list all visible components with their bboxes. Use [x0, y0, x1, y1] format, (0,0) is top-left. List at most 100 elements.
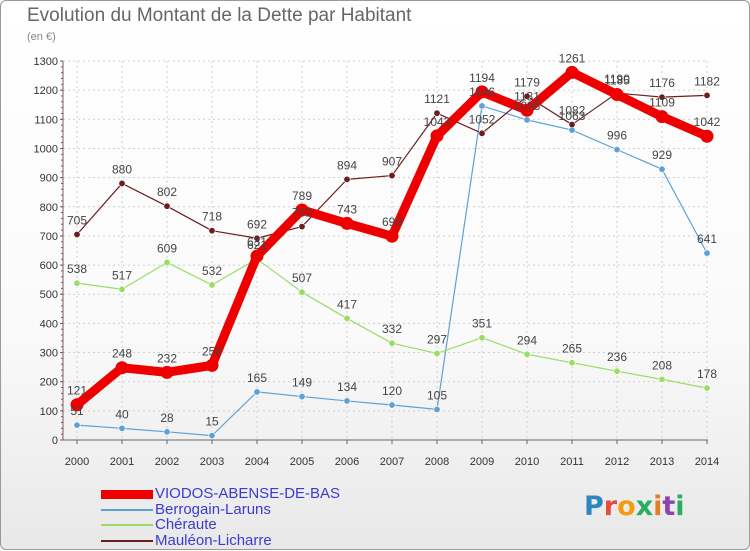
data-label: 996 [607, 129, 627, 143]
data-label: 507 [292, 271, 312, 285]
data-label: 1261 [559, 51, 586, 65]
data-point [163, 202, 171, 210]
data-label: 1042 [694, 115, 721, 129]
data-point [700, 129, 714, 143]
x-tick-label: 2000 [65, 456, 89, 468]
data-label: 28 [160, 411, 174, 425]
x-tick-label: 2006 [335, 456, 359, 468]
data-point [118, 179, 126, 187]
x-tick-label: 2007 [380, 456, 404, 468]
y-tick-label: 1100 [34, 114, 58, 126]
data-point [208, 281, 216, 289]
data-label: 134 [337, 380, 357, 394]
data-point [475, 85, 489, 99]
data-point [388, 172, 396, 180]
data-point [610, 88, 624, 102]
data-point [703, 384, 711, 392]
chart-title: Evolution du Montant de la Dette par Hab… [27, 5, 412, 26]
data-point [655, 110, 669, 124]
data-label: 699 [382, 215, 402, 229]
data-point [253, 388, 261, 396]
data-label: 351 [472, 317, 492, 331]
data-point [613, 146, 621, 154]
x-tick-label: 2014 [695, 456, 719, 468]
data-label: 165 [247, 371, 267, 385]
logo-letter: x [635, 491, 654, 522]
data-label: 332 [382, 322, 402, 336]
x-tick-label: 2013 [650, 456, 674, 468]
data-label: 256 [202, 344, 222, 358]
data-point [208, 432, 216, 440]
x-tick-label: 2012 [605, 456, 629, 468]
data-point [73, 421, 81, 429]
data-label: 880 [112, 162, 132, 176]
data-label: 894 [337, 158, 357, 172]
data-label: 1179 [514, 75, 540, 89]
chart-unit-label: (en €) [27, 31, 56, 43]
data-label: 907 [382, 155, 402, 169]
data-label: 1190 [604, 72, 630, 86]
data-label: 294 [517, 333, 537, 347]
data-point [658, 375, 666, 383]
data-point [703, 91, 711, 99]
y-tick-label: 0 [52, 435, 58, 447]
y-tick-label: 300 [40, 348, 58, 360]
data-point [163, 258, 171, 266]
data-label: 1043 [424, 115, 451, 129]
x-tick-label: 2002 [155, 456, 179, 468]
data-point [253, 234, 261, 242]
data-label: 1182 [694, 74, 720, 88]
data-label: 297 [427, 332, 447, 346]
data-label: 1146 [469, 85, 495, 99]
data-label: 236 [607, 350, 627, 364]
data-label: 40 [115, 407, 129, 421]
data-labels-Mauléon-Licharre: 705 880 802 718 692 732 894 907 1121 1052 1179 1082… [67, 72, 720, 231]
data-point [298, 288, 306, 296]
data-point [433, 405, 441, 413]
data-label: 417 [337, 297, 357, 311]
data-point [523, 350, 531, 358]
x-tick-label: 2001 [110, 456, 134, 468]
data-label: 1185 [604, 74, 630, 88]
data-point [703, 249, 711, 257]
data-point [568, 121, 576, 129]
data-label: 1176 [649, 76, 675, 90]
legend-label: Berrogain-Laruns [155, 500, 271, 518]
data-label: 121 [67, 384, 87, 398]
data-point [73, 279, 81, 287]
data-point [343, 397, 351, 405]
data-label: 265 [562, 342, 582, 356]
data-label: 631 [247, 235, 267, 249]
data-point [478, 334, 486, 342]
data-point [523, 92, 531, 100]
y-tick-label: 200 [40, 377, 58, 389]
data-label: 51 [70, 404, 84, 418]
data-point [340, 216, 354, 230]
logo-letter: i [653, 491, 663, 522]
data-label: 609 [157, 241, 177, 255]
series-VIODOS-ABENSE-DE-BAS [70, 65, 714, 412]
data-point [70, 398, 84, 412]
data-label: 1121 [424, 92, 450, 106]
legend-label: VIODOS-ABENSE-DE-BAS [155, 485, 341, 502]
logo-letter: t [662, 491, 676, 522]
x-tick-label: 2008 [425, 456, 449, 468]
y-tick-label: 600 [40, 260, 58, 272]
data-labels-VIODOS-ABENSE-DE-BAS: 121 248 232 256 631 789 743 699 1043 1194 1131 1261… [67, 51, 721, 397]
data-point [343, 314, 351, 322]
data-label: 178 [697, 367, 717, 381]
data-point [388, 339, 396, 347]
y-tick-label: 1300 [34, 56, 58, 68]
data-point [430, 129, 444, 143]
data-label: 1052 [469, 112, 496, 126]
data-point [433, 109, 441, 117]
data-label: 15 [205, 415, 219, 429]
data-point [205, 358, 219, 372]
logo-letter: o [617, 491, 636, 522]
data-point [118, 285, 126, 293]
data-point [613, 367, 621, 375]
series-Mauléon-Licharre [73, 89, 711, 242]
y-tick-label: 500 [40, 289, 58, 301]
